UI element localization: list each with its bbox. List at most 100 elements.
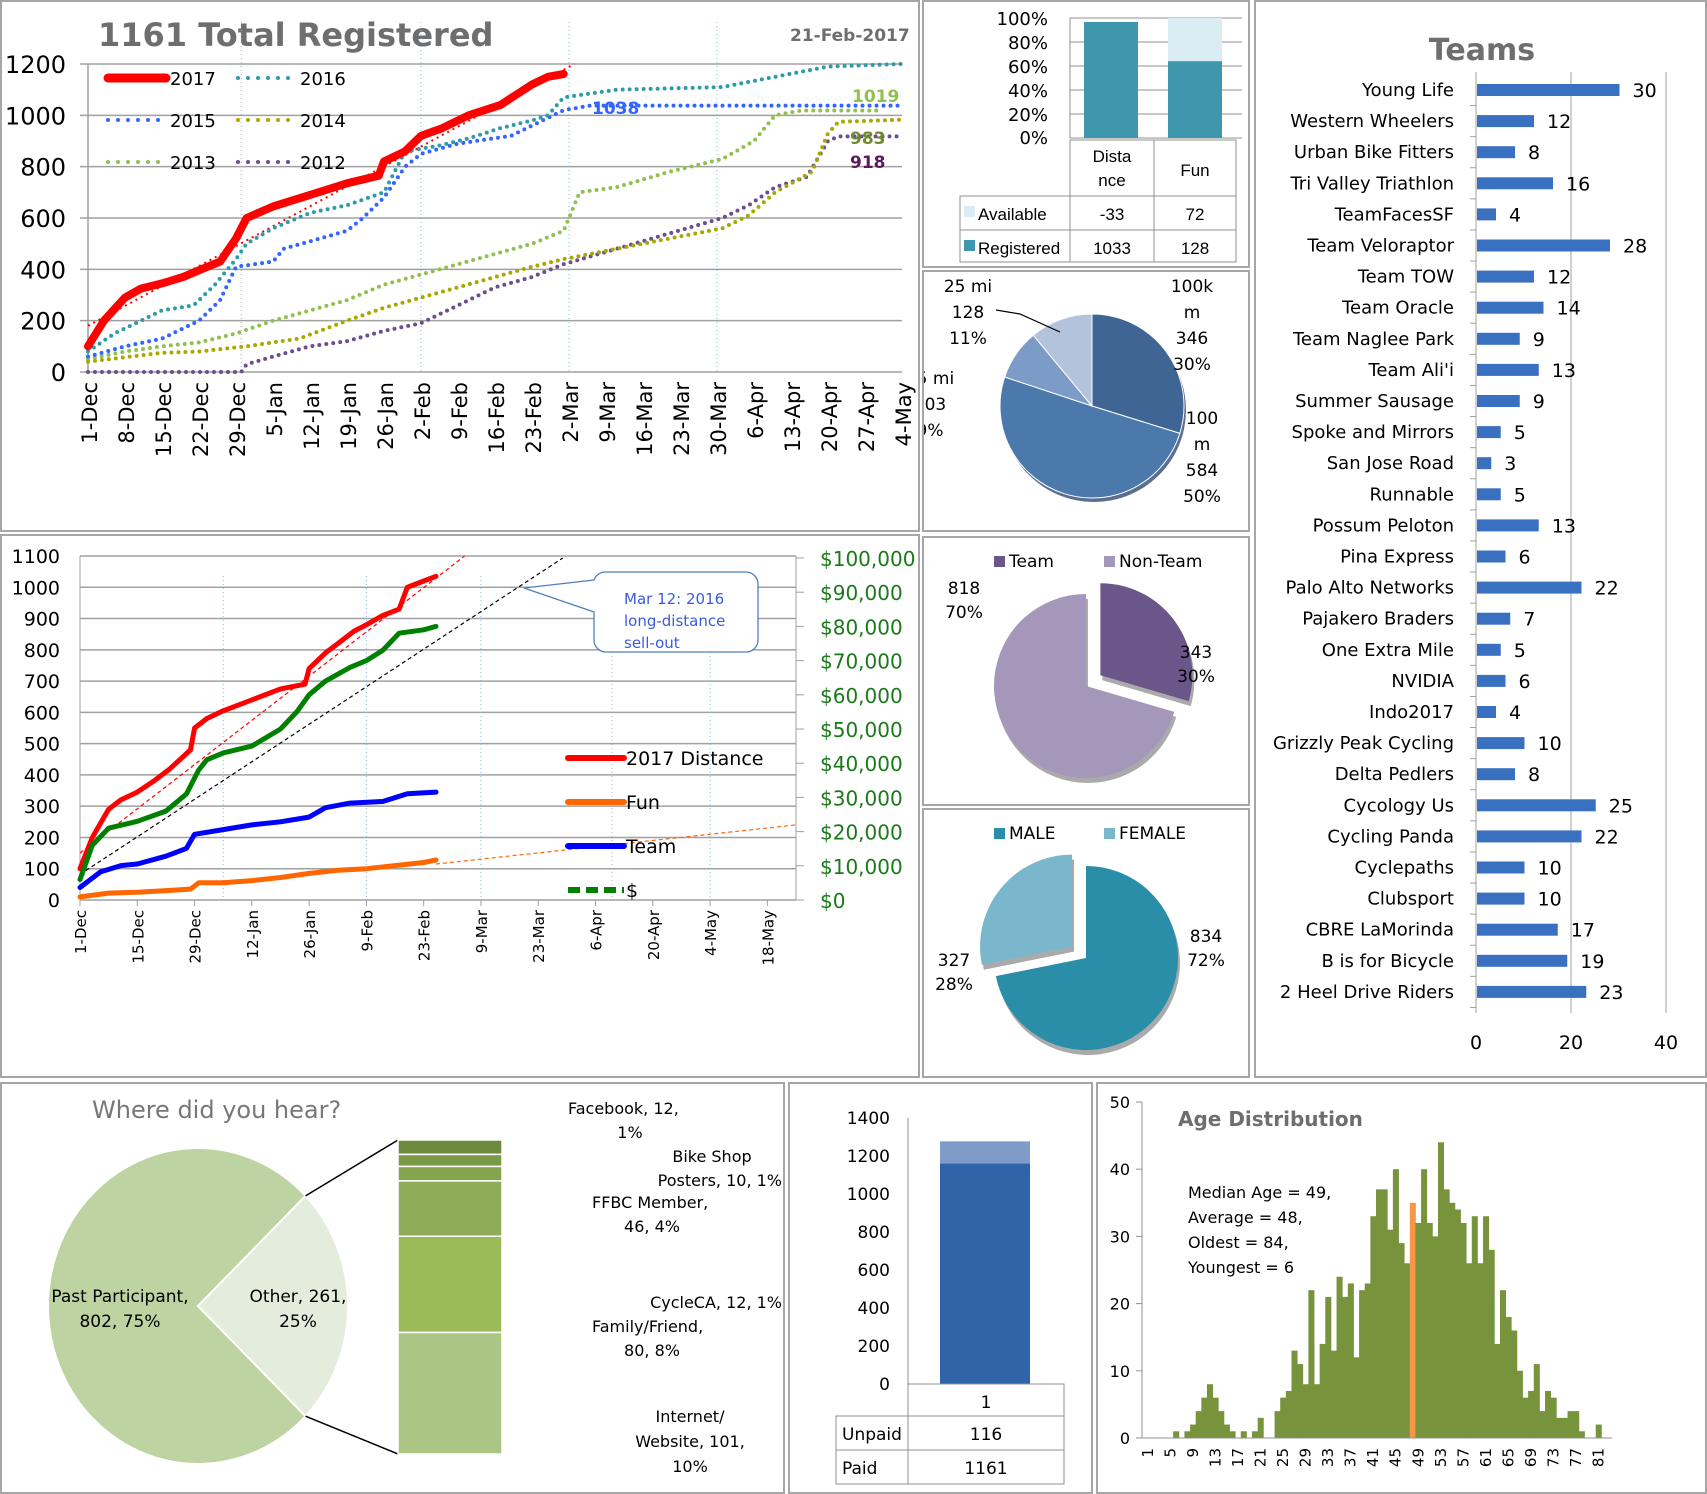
- connector-line: [305, 1139, 399, 1197]
- team-value: 6: [1519, 547, 1531, 569]
- age-bar: [1206, 1384, 1214, 1438]
- y-tick-label: 300: [24, 796, 60, 818]
- team-name: Grizzly Peak Cycling: [1273, 733, 1454, 754]
- legend-label: Team: [1008, 552, 1054, 572]
- total-registered-title: 1161 Total Registered: [98, 16, 494, 54]
- age-bar: [1454, 1209, 1461, 1438]
- x-tick-label: 20-Apr: [645, 909, 663, 960]
- team-bar: [1477, 706, 1496, 718]
- age-bar: [1404, 1263, 1411, 1438]
- team-name: CBRE LaMorinda: [1306, 920, 1454, 941]
- age-bar: [1522, 1397, 1529, 1438]
- team-name: Indo2017: [1369, 702, 1454, 723]
- x-tick-label: 23-Feb: [416, 910, 434, 961]
- x-tick-label: 2-Mar: [559, 382, 583, 443]
- pie-label: 11%: [949, 329, 987, 349]
- x-tick-label: 22-Dec: [189, 382, 213, 457]
- x-tick-label: 6-Apr: [744, 382, 768, 439]
- age-bar: [1218, 1411, 1225, 1438]
- team-pie-panel: Team Non-Team 343 30% 818 70%: [922, 536, 1250, 806]
- team-name: Team Veloraptor: [1306, 236, 1454, 257]
- legend-label: Non-Team: [1119, 552, 1202, 572]
- y2-tick-label: $90,000: [820, 581, 903, 605]
- category-label: nce: [1098, 171, 1125, 190]
- team-name: Young Life: [1361, 80, 1454, 101]
- y-tick-label: 600: [858, 1261, 890, 1281]
- age-bar: [1319, 1343, 1326, 1438]
- y-tick-label: 800: [858, 1223, 890, 1243]
- x-tick-label: 9-Mar: [596, 382, 620, 443]
- team-pie-chart: Team Non-Team 343 30% 818 70%: [945, 552, 1215, 783]
- x-tick-label: 12-Jan: [300, 382, 324, 450]
- legend-label: 2013: [170, 153, 216, 174]
- pie-slice-past-participant: [47, 1147, 307, 1465]
- y-tick-label: 20: [1110, 1295, 1130, 1314]
- pie-label: 103: [924, 395, 946, 415]
- team-name: Team Naglee Park: [1292, 329, 1455, 350]
- breakdown-label: Posters, 10, 1%: [658, 1171, 782, 1190]
- y-tick-label: 50: [1110, 1093, 1130, 1112]
- y-tick-label: 1200: [847, 1147, 890, 1167]
- team-bar: [1477, 581, 1582, 594]
- paid-chart: 0 200 400 600 800 1000 1200 1400 1 Unpaid 116 Paid 1…: [835, 1109, 1065, 1485]
- pie-slice-MALE: [995, 866, 1178, 1050]
- age-bar: [1201, 1397, 1208, 1438]
- team-name: NVIDIA: [1391, 671, 1454, 692]
- pie-label: 346: [1176, 329, 1208, 349]
- series-line-2017: [84, 70, 568, 351]
- trend-line: [79, 557, 564, 875]
- y2-tick-label: $10,000: [820, 855, 903, 879]
- team-bar: [1477, 488, 1501, 501]
- total-registered-chart: 0 200 400 600 800 1000 1200 1-Dec 8-Dec 15-Dec 22-…: [5, 22, 916, 457]
- pie-slice-FEMALE: [980, 854, 1073, 965]
- team-bar: [1477, 674, 1506, 687]
- team-value: 28: [1623, 236, 1647, 258]
- x-tick-label: 1-Dec: [78, 382, 102, 444]
- y-tick-label: 400: [858, 1299, 890, 1319]
- age-bar: [1398, 1243, 1405, 1438]
- pie-label: Past Participant,: [51, 1287, 188, 1307]
- age-bar: [1545, 1390, 1552, 1438]
- team-name: Team Oracle: [1341, 298, 1454, 319]
- age-bar: [1302, 1384, 1309, 1438]
- team-bar: [1477, 84, 1620, 96]
- series-line-2016: [86, 62, 904, 354]
- age-bar: [1229, 1431, 1236, 1438]
- team-value: 4: [1509, 204, 1521, 226]
- bar-paid: [940, 1163, 1030, 1384]
- x-tick-label: 33: [1319, 1448, 1337, 1467]
- pie-label: 30%: [1173, 355, 1211, 375]
- bar-registered-Distance: [1084, 22, 1138, 138]
- team-name: Possum Peloton: [1313, 515, 1454, 536]
- age-bar: [1347, 1283, 1354, 1438]
- x-tick-label: 15-Dec: [152, 382, 176, 457]
- x-tick-label: 8-Dec: [115, 382, 139, 444]
- y-tick-label: 400: [20, 256, 66, 284]
- team-bar: [1477, 954, 1568, 967]
- breakdown-segment: [397, 1165, 503, 1182]
- chart-title: Where did you hear?: [92, 1096, 341, 1124]
- legend-label: 2015: [170, 111, 216, 132]
- x-tick-label: 37: [1342, 1448, 1360, 1467]
- age-bar: [1359, 1290, 1366, 1438]
- team-value: 5: [1514, 422, 1526, 444]
- x-tick-label: 16-Feb: [485, 382, 509, 453]
- y-tick-label: 40%: [1008, 81, 1048, 102]
- x-tick-label: 81: [1590, 1448, 1608, 1467]
- age-bar: [1505, 1317, 1512, 1438]
- y-tick-label: 200: [20, 308, 66, 336]
- pie-label: 818: [948, 579, 980, 599]
- pie-slice-25-mi: [1032, 313, 1093, 408]
- breakdown-label: 10%: [672, 1457, 708, 1476]
- x-tick-label: 25: [1274, 1448, 1292, 1467]
- legend-key: [964, 240, 975, 251]
- y-tick-label: 200: [24, 827, 60, 849]
- age-bar: [1274, 1411, 1281, 1438]
- y-tick-label: 0: [879, 1375, 890, 1395]
- team-name: One Extra Mile: [1322, 640, 1454, 661]
- team-bar: [1477, 612, 1511, 625]
- series-line-$: [77, 623, 439, 882]
- age-bar: [1488, 1249, 1495, 1438]
- table-cell: 1161: [964, 1459, 1007, 1479]
- team-name: Spoke and Mirrors: [1292, 422, 1454, 443]
